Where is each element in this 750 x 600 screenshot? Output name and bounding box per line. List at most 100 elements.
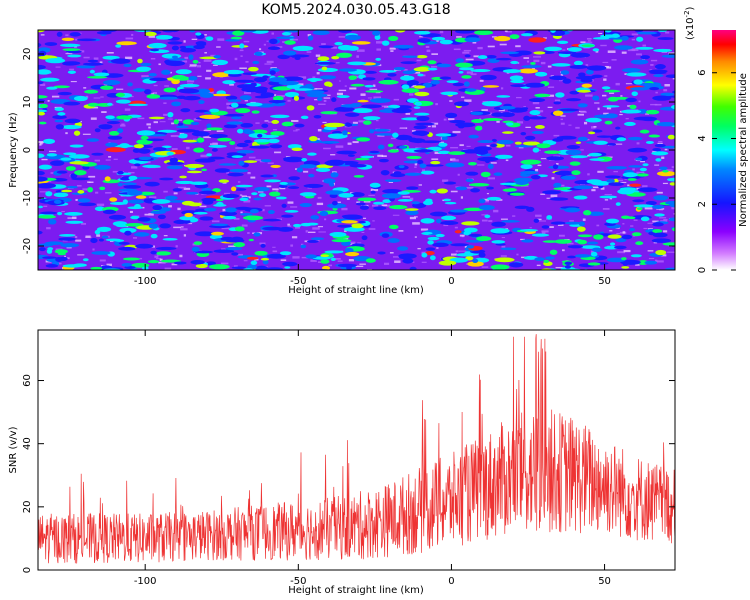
spectrogram-blob bbox=[38, 153, 45, 158]
spectrogram-blob bbox=[377, 144, 385, 150]
spectrogram-texture-cell bbox=[245, 60, 249, 63]
spectrogram-blob bbox=[87, 186, 94, 193]
spectrogram-texture-cell bbox=[164, 267, 172, 270]
spectrogram-blob bbox=[481, 100, 502, 107]
spectrogram-blob bbox=[169, 30, 180, 33]
spectrogram-texture-cell bbox=[620, 95, 623, 97]
spectrogram-texture-cell bbox=[555, 266, 564, 269]
spectrogram-blob bbox=[276, 36, 296, 40]
spectrogram-blob bbox=[330, 172, 339, 178]
spectrogram-blob bbox=[46, 86, 58, 90]
spectrogram-texture-cell bbox=[662, 182, 668, 185]
spectrogram-texture-cell bbox=[244, 100, 248, 102]
spectrogram-blob bbox=[494, 257, 515, 263]
spectrogram-blob bbox=[369, 129, 375, 134]
spectrogram-blob bbox=[54, 119, 64, 123]
spectrogram-texture-cell bbox=[645, 113, 650, 115]
spectrogram-texture-cell bbox=[282, 41, 285, 43]
spectrogram-blob bbox=[270, 164, 281, 168]
spectrogram-blob bbox=[195, 41, 207, 46]
spectrogram-blob bbox=[270, 131, 285, 136]
spectrogram-texture-cell bbox=[615, 227, 620, 229]
spectrogram-blob bbox=[606, 257, 626, 263]
spectrogram-blob bbox=[438, 260, 457, 266]
spectrogram-texture-cell bbox=[38, 141, 44, 144]
spectrogram-blob bbox=[328, 182, 335, 187]
spectrogram-blob bbox=[430, 80, 440, 85]
spectrogram-blob bbox=[635, 157, 643, 161]
spectrogram-texture-cell bbox=[619, 113, 623, 116]
x-tick-label: 0 bbox=[448, 276, 454, 287]
spectrogram-texture-cell bbox=[425, 45, 430, 49]
spectrogram-blob bbox=[569, 90, 580, 95]
spectrogram-blob bbox=[55, 124, 64, 130]
spectrogram-texture-cell bbox=[171, 148, 178, 151]
spectrogram-blob bbox=[667, 134, 675, 140]
spectrogram-texture-cell bbox=[312, 76, 316, 79]
spectrogram-blob bbox=[309, 78, 318, 83]
spectrogram-blob bbox=[633, 204, 654, 208]
spectrogram-texture-cell bbox=[611, 59, 617, 61]
spectrogram-texture-cell bbox=[264, 120, 269, 122]
spectrogram-texture-cell bbox=[229, 83, 234, 86]
spectrogram-texture-cell bbox=[372, 204, 379, 207]
spectrogram-blob bbox=[370, 98, 391, 103]
spectrogram-blob bbox=[378, 79, 399, 85]
spectrogram-texture-cell bbox=[226, 171, 229, 174]
spectrogram-blob bbox=[524, 82, 545, 88]
spectrogram-blob bbox=[633, 79, 643, 85]
spectrogram-texture-cell bbox=[105, 192, 112, 194]
spectrogram-texture-cell bbox=[590, 250, 595, 253]
spectrogram-blob bbox=[179, 45, 187, 49]
spectrogram-blob bbox=[352, 108, 373, 114]
spectrogram-blob bbox=[326, 179, 336, 183]
spectrogram-blob bbox=[518, 68, 538, 74]
spectrogram-texture-cell bbox=[287, 225, 292, 227]
spectrogram-texture-cell bbox=[204, 34, 207, 36]
spectrogram-texture-cell bbox=[183, 40, 186, 43]
spectrogram-texture-cell bbox=[661, 156, 665, 159]
spectrogram-blob bbox=[91, 152, 104, 156]
spectrogram-texture-cell bbox=[541, 232, 546, 234]
spectrogram-blob bbox=[520, 164, 533, 170]
spectrogram-texture-cell bbox=[193, 118, 202, 121]
spectrogram-texture-cell bbox=[179, 254, 183, 258]
spectrogram-texture-cell bbox=[656, 191, 663, 194]
spectrogram-texture-cell bbox=[39, 143, 42, 146]
spectrogram-texture-cell bbox=[233, 265, 238, 268]
spectrogram-blob bbox=[455, 58, 465, 63]
spectrogram-texture-cell bbox=[239, 194, 243, 196]
spectrogram-texture-cell bbox=[398, 230, 404, 232]
spectrogram-texture-cell bbox=[88, 175, 96, 178]
spectrogram-texture-cell bbox=[523, 57, 530, 59]
spectrogram-texture-cell bbox=[55, 66, 61, 68]
spectrogram-texture-cell bbox=[67, 217, 73, 219]
spectrogram-texture-cell bbox=[180, 228, 188, 231]
spectrogram-blob bbox=[231, 116, 242, 120]
spectrogram-blob bbox=[477, 156, 499, 162]
x-tick-label: -50 bbox=[290, 576, 306, 587]
spectrogram-texture-cell bbox=[546, 197, 555, 199]
spectrogram-blob bbox=[278, 80, 300, 86]
spectrogram-blob bbox=[110, 58, 131, 64]
spectrogram-blob bbox=[223, 113, 245, 117]
spectrogram-texture-cell bbox=[603, 78, 607, 81]
spectrogram-texture-cell bbox=[243, 200, 251, 203]
spectrogram-blob bbox=[38, 230, 43, 235]
spectrogram-texture-cell bbox=[504, 30, 508, 32]
spectrogram-blob bbox=[119, 177, 131, 181]
spectrogram-blob bbox=[61, 37, 75, 41]
spectrogram-blob bbox=[226, 26, 242, 29]
spectrogram-blob bbox=[239, 43, 245, 49]
spectrogram-blob bbox=[205, 36, 214, 41]
spectrogram-texture-cell bbox=[198, 61, 201, 64]
spectrogram-texture-cell bbox=[323, 99, 327, 102]
spectrogram-blob bbox=[144, 31, 157, 37]
spectrogram-blob bbox=[175, 180, 195, 185]
spectrogram-texture-cell bbox=[411, 130, 416, 132]
spectrogram-blob bbox=[544, 46, 562, 52]
spectrogram-blob bbox=[419, 163, 427, 169]
spectrogram-blob bbox=[369, 182, 381, 188]
spectrogram-texture-cell bbox=[560, 115, 566, 117]
spectrogram-blob bbox=[109, 197, 118, 202]
